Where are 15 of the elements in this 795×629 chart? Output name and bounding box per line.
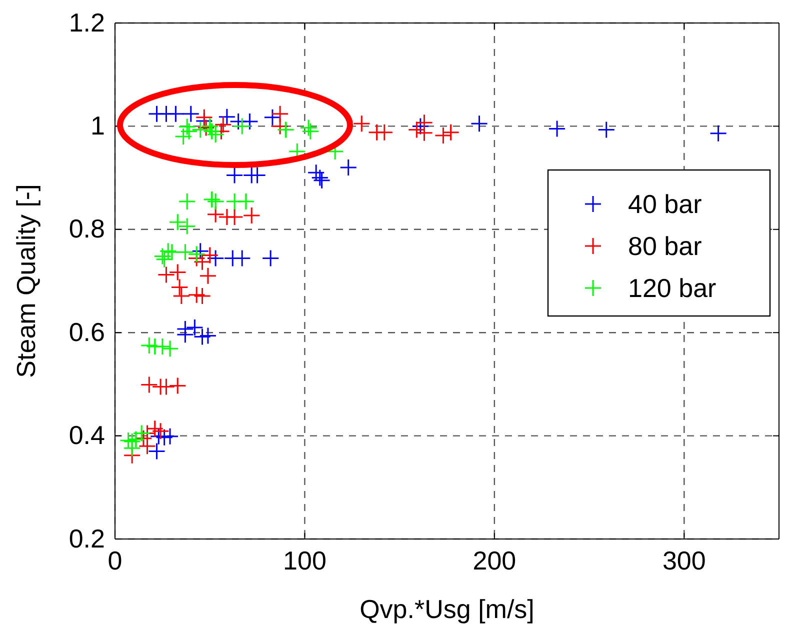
y-tick-label: 1.2 — [68, 7, 105, 38]
x-tick-label: 100 — [283, 545, 326, 576]
x-axis-title: Qvp.*Usg [m/s] — [360, 594, 534, 624]
y-tick-label: 0.6 — [68, 316, 105, 347]
x-tick-label: 0 — [108, 545, 122, 576]
legend-label: 120 bar — [628, 273, 717, 303]
y-tick-label: 0.4 — [68, 420, 105, 450]
y-tick-label: 0.2 — [68, 523, 105, 554]
legend-label: 40 bar — [628, 189, 702, 219]
y-axis-title: Steam Quality [-] — [11, 184, 41, 378]
y-tick-label: 1 — [90, 110, 105, 141]
legend-label: 80 bar — [628, 231, 702, 261]
y-tick-label: 0.8 — [68, 214, 105, 244]
x-tick-label: 200 — [472, 545, 516, 576]
x-tick-label: 300 — [662, 545, 706, 576]
